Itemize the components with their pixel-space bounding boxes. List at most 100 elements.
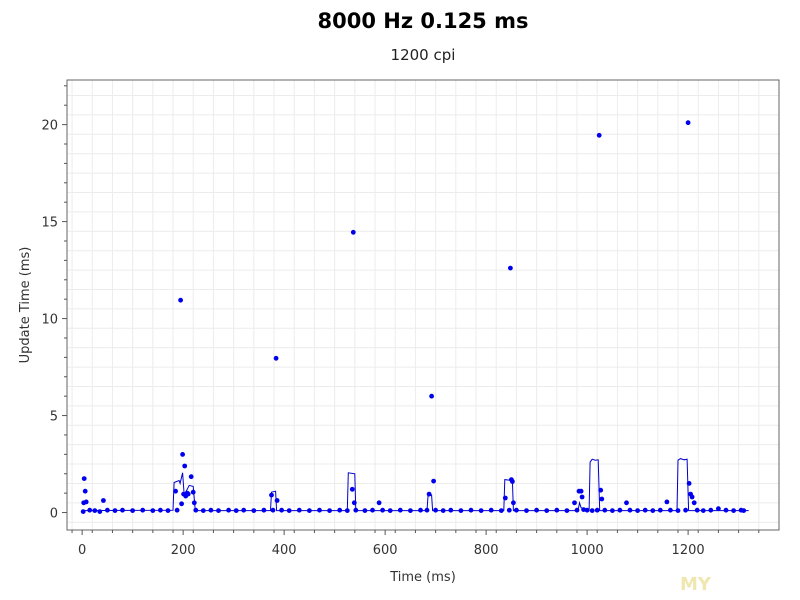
data-point: [193, 507, 199, 513]
data-point: [92, 508, 98, 513]
data-point: [431, 478, 436, 484]
data-point: [506, 507, 512, 513]
data-point: [723, 507, 729, 513]
data-point: [635, 508, 640, 513]
x-tick-label: 1200: [672, 543, 705, 558]
data-point: [594, 507, 600, 513]
data-point: [448, 507, 454, 513]
data-point: [508, 265, 513, 271]
data-point: [502, 495, 508, 501]
data-point: [418, 507, 423, 513]
series-layer: [80, 120, 749, 514]
data-point: [370, 507, 375, 513]
data-point: [731, 508, 736, 513]
data-point: [165, 508, 171, 513]
data-point: [353, 507, 359, 513]
data-point: [350, 229, 356, 235]
data-point: [498, 508, 504, 513]
x-tick-label: 400: [272, 543, 297, 558]
data-point: [174, 507, 180, 513]
data-point: [598, 487, 604, 493]
data-point: [524, 508, 529, 513]
data-point: [668, 507, 673, 513]
data-point: [344, 508, 350, 513]
tick-layer: 0 200 400 600 800 1000 1200 0 5 10 15 20: [41, 85, 760, 558]
data-point: [617, 507, 623, 513]
x-tick-label: 0: [78, 543, 86, 558]
data-point: [269, 492, 274, 498]
data-point: [683, 507, 688, 513]
data-point: [376, 500, 382, 506]
y-tick-label: 5: [50, 410, 58, 425]
data-point: [544, 508, 550, 513]
data-point: [596, 132, 602, 138]
x-tick-label: 600: [373, 543, 398, 558]
data-point: [627, 507, 633, 513]
data-point: [488, 507, 494, 513]
data-point: [433, 507, 438, 513]
data-point: [296, 507, 302, 513]
data-point: [327, 508, 332, 513]
data-point: [642, 507, 648, 513]
data-point: [397, 507, 403, 513]
data-point: [574, 507, 580, 513]
data-point: [150, 508, 156, 513]
data-point: [188, 474, 194, 480]
data-point: [468, 507, 474, 513]
data-point: [624, 500, 629, 506]
data-point: [599, 496, 605, 502]
x-tick-label: 200: [171, 543, 196, 558]
x-tick-label: 800: [474, 543, 499, 558]
data-point: [233, 508, 239, 513]
data-point: [579, 494, 585, 500]
data-point: [261, 507, 267, 513]
data-point: [273, 355, 279, 361]
data-point: [180, 452, 186, 457]
data-point: [82, 488, 88, 494]
data-point: [708, 507, 714, 513]
data-point: [408, 508, 413, 513]
data-point: [589, 508, 595, 513]
data-point: [130, 508, 136, 513]
y-tick-label: 15: [41, 216, 58, 231]
data-point: [514, 507, 519, 513]
data-point: [602, 507, 608, 513]
data-point: [664, 499, 670, 505]
data-point: [179, 501, 185, 507]
data-point: [691, 500, 697, 506]
y-axis-label: Update Time (ms): [18, 247, 33, 364]
data-point: [173, 488, 179, 494]
data-point: [716, 506, 721, 512]
data-point: [686, 481, 692, 486]
data-point: [279, 507, 284, 513]
data-point: [112, 508, 118, 513]
y-tick-label: 0: [50, 507, 58, 522]
data-point: [97, 509, 103, 514]
data-point: [426, 491, 432, 497]
chart-title: 8000 Hz 0.125 ms: [317, 9, 529, 33]
plot-frame: [66, 79, 780, 531]
data-point: [675, 508, 681, 513]
data-point: [83, 499, 89, 505]
data-point: [81, 476, 87, 481]
data-point: [80, 509, 86, 514]
data-point: [337, 507, 343, 513]
data-point: [226, 507, 232, 513]
data-point: [458, 508, 464, 513]
data-point: [362, 508, 368, 513]
data-point: [440, 508, 446, 513]
data-point: [554, 507, 560, 513]
data-point: [478, 508, 484, 513]
y-tick-label: 10: [41, 313, 58, 328]
data-point: [657, 507, 663, 513]
data-point: [685, 120, 691, 126]
data-point: [200, 508, 206, 513]
data-point: [101, 498, 106, 503]
data-point: [610, 508, 615, 513]
data-point: [429, 393, 434, 399]
data-point: [387, 508, 393, 513]
data-point: [120, 507, 125, 513]
data-point: [286, 508, 292, 513]
data-point: [105, 507, 110, 513]
